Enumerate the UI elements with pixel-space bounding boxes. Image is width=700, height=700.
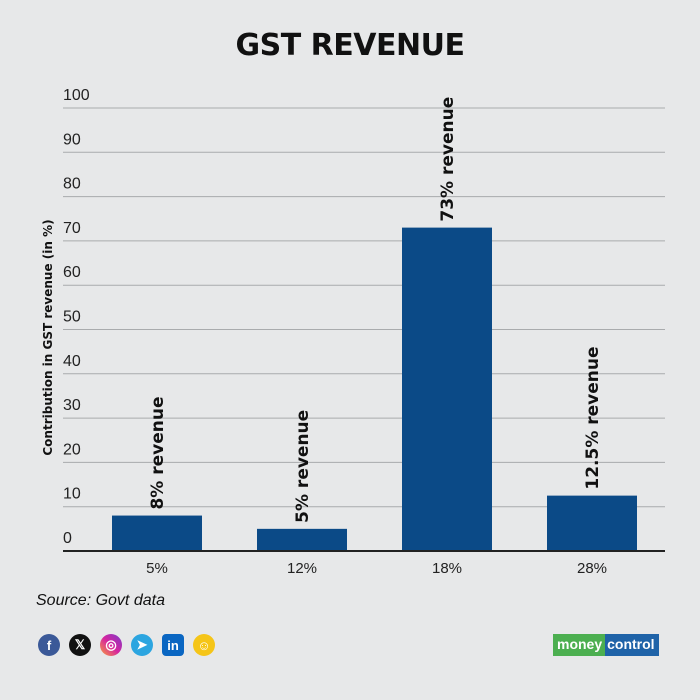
source-note: Source: Govt data — [36, 592, 165, 609]
y-axis-label: Contribution in GST revenue (in %) — [41, 219, 55, 455]
x-tick-label: 18% — [432, 560, 462, 577]
data-label: 5% revenue — [293, 410, 313, 523]
bar — [402, 227, 492, 552]
y-tick-label: 30 — [63, 397, 81, 414]
y-tick-label: 50 — [63, 309, 81, 326]
x-tick-label: 5% — [146, 560, 168, 577]
snapchat-icon[interactable]: ☺ — [193, 634, 215, 656]
linkedin-icon[interactable]: in — [162, 634, 184, 656]
y-tick-label: 100 — [63, 87, 90, 104]
x-icon[interactable]: 𝕏 — [69, 634, 91, 656]
bar — [547, 495, 637, 551]
y-tick-label: 20 — [63, 441, 81, 458]
telegram-icon[interactable]: ➤ — [131, 634, 153, 656]
chart-title: GST REVENUE — [235, 28, 465, 63]
logo-part-control: control — [605, 634, 659, 656]
bar — [257, 528, 347, 551]
y-tick-label: 40 — [63, 353, 81, 370]
bar-chart: 0 10 20 30 40 50 60 70 80 90 100 Contribution in GS… — [41, 87, 665, 577]
x-tick-label: 28% — [577, 560, 607, 577]
x-tick-label: 12% — [287, 560, 317, 577]
y-tick-label: 10 — [63, 486, 81, 503]
data-label: 12.5% revenue — [583, 346, 603, 489]
y-tick-label: 60 — [63, 264, 81, 281]
y-tick-label: 80 — [63, 176, 81, 193]
moneycontrol-logo: money control — [553, 634, 659, 656]
logo-part-money: money — [553, 634, 606, 656]
facebook-icon[interactable]: f — [38, 634, 60, 656]
y-tick-label: 0 — [63, 530, 72, 547]
data-label: 8% revenue — [148, 397, 168, 510]
bar — [112, 515, 202, 551]
y-tick-label: 90 — [63, 131, 81, 148]
data-label: 73% revenue — [438, 97, 458, 222]
instagram-icon[interactable]: ◎ — [100, 634, 122, 656]
y-tick-label: 70 — [63, 220, 81, 237]
